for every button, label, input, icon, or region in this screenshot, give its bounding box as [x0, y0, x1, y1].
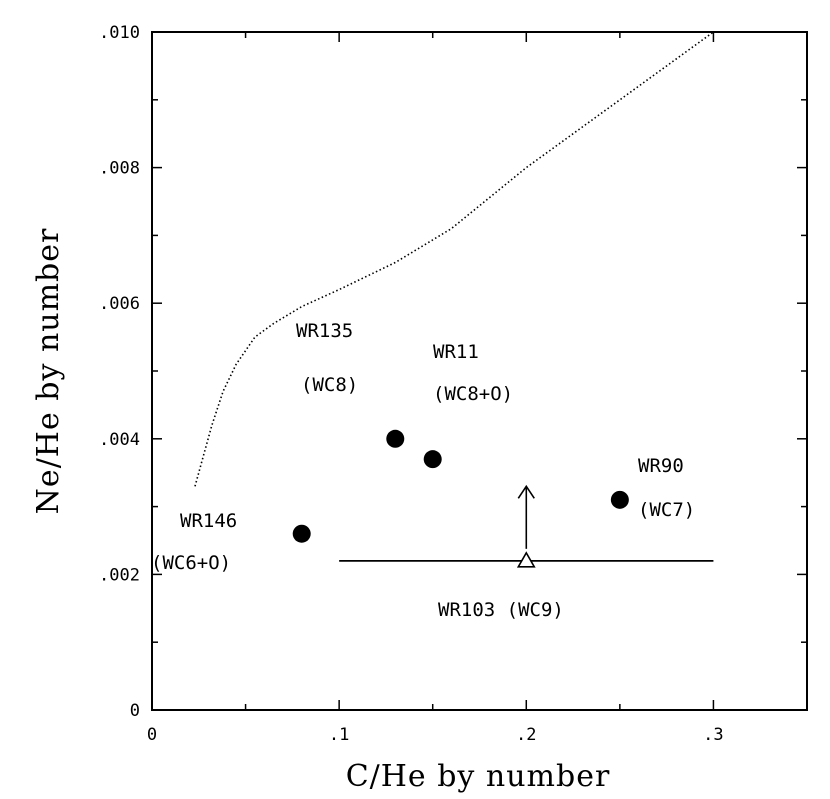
label-wr135-type: (WC8) [301, 374, 358, 396]
label-wr11-name: WR11 [433, 341, 479, 363]
y-tick-label: .004 [99, 430, 140, 450]
x-tick-label: .2 [516, 725, 536, 745]
y-tick-label: .008 [99, 159, 140, 179]
label-wr90-name: WR90 [638, 455, 684, 477]
x-tick-label: .1 [329, 725, 349, 745]
model-curve [194, 31, 714, 487]
y-axis-title: Ne/He by number [31, 228, 66, 515]
tick-labels: 0 .1 .2 .3 0 .002 .004 .006 .008 .010 [99, 23, 724, 745]
y-tick-label: 0 [130, 701, 140, 721]
wr103-triangle-marker [516, 551, 536, 568]
wr103-arrow-head [517, 484, 535, 499]
y-tick-label: .002 [99, 565, 140, 585]
axis-ticks [151, 31, 808, 711]
label-wr135-name: WR135 [296, 320, 353, 342]
data-point-wr135 [386, 429, 405, 448]
x-tick-label: .3 [703, 725, 723, 745]
x-axis-title: C/He by number [346, 759, 611, 794]
label-wr103: WR103 (WC9) [438, 599, 564, 621]
y-tick-label: .006 [99, 294, 140, 314]
data-point-wr11 [423, 450, 442, 469]
data-points [292, 429, 629, 543]
label-wr146-type: (WC6+O) [151, 552, 231, 574]
label-wr146-name: WR146 [180, 510, 237, 532]
label-wr11-type: (WC8+O) [433, 383, 513, 405]
y-tick-label: .010 [99, 23, 140, 43]
data-point-wr90 [610, 490, 629, 509]
point-labels: WR146 (WC6+O) WR135 (WC8) WR11 (WC8+O) W… [151, 320, 695, 621]
label-wr90-type: (WC7) [638, 499, 695, 521]
wr103-limit [339, 484, 714, 568]
x-tick-label: 0 [147, 725, 157, 745]
data-point-wr146 [292, 524, 311, 543]
